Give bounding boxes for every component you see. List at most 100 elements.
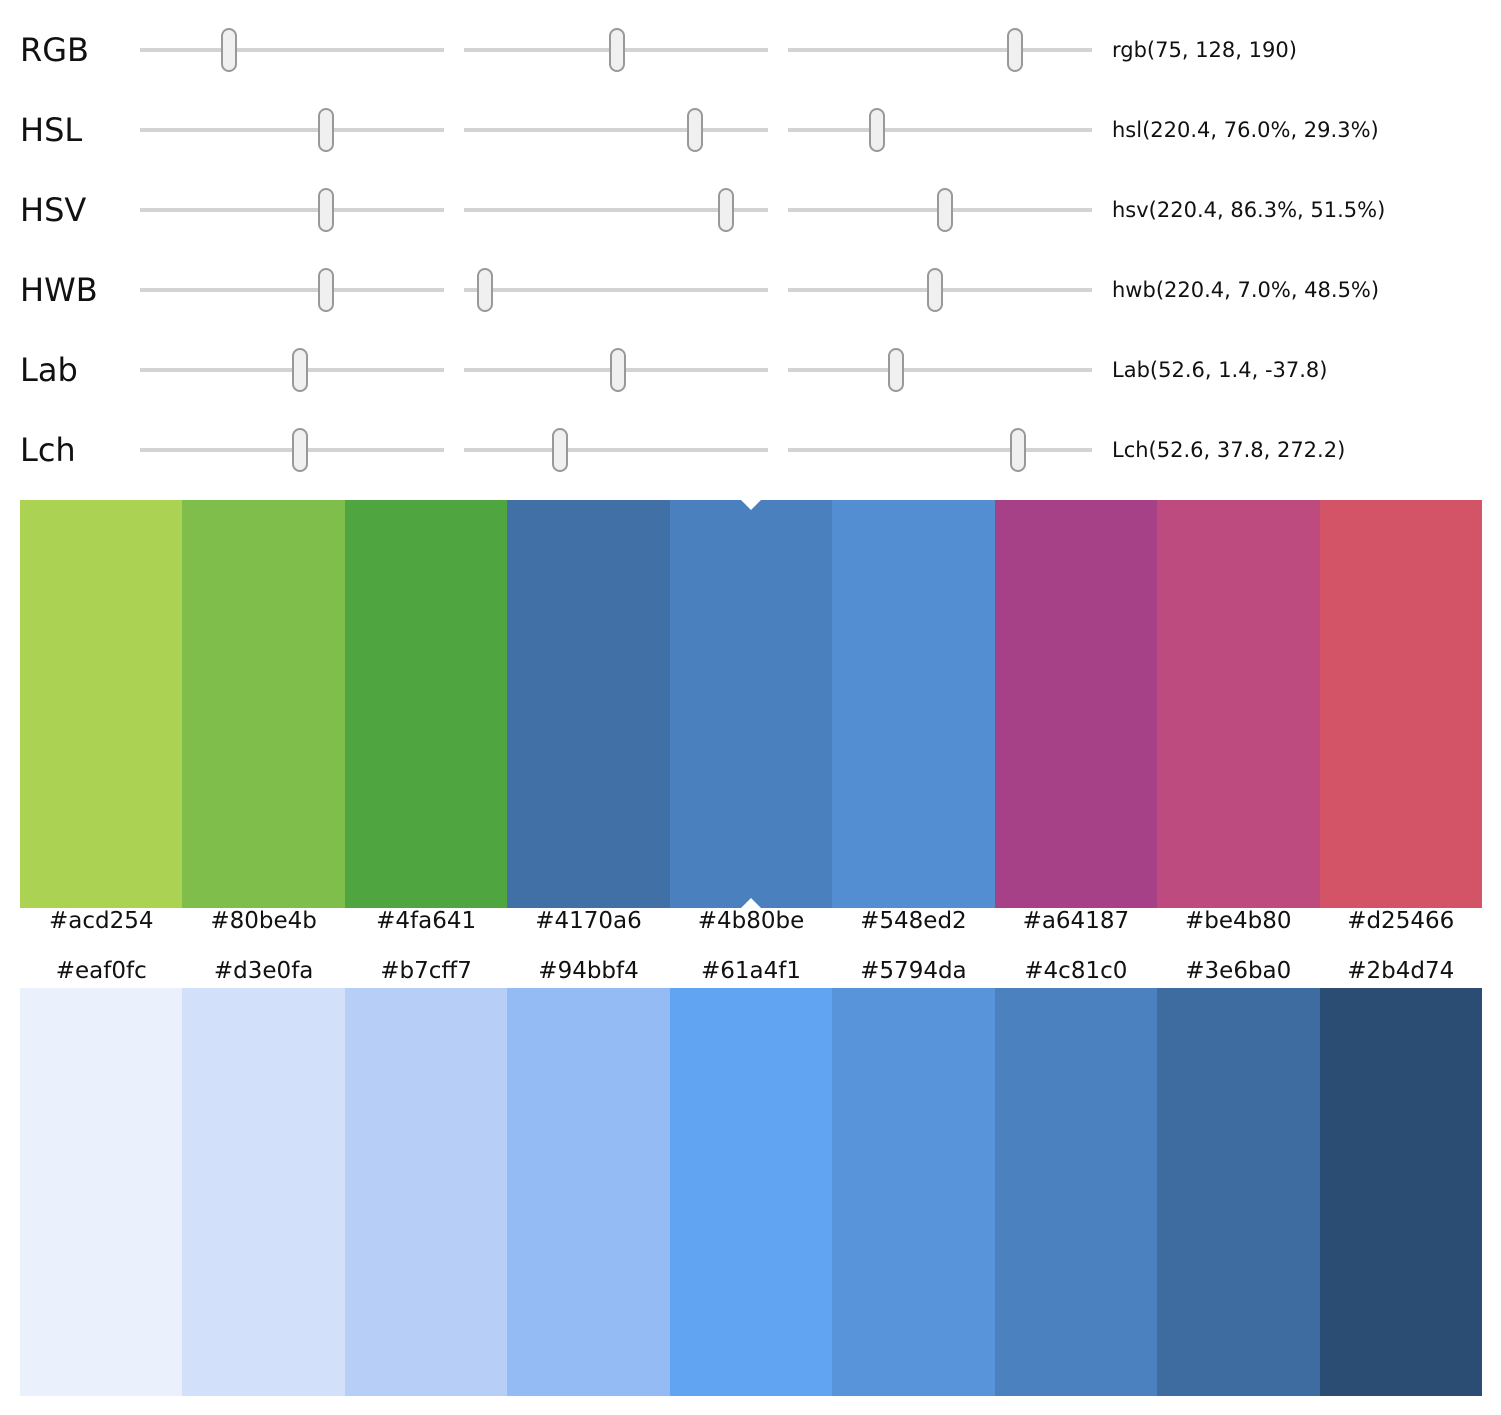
shades-hex-label: #b7cff7 [380,958,472,984]
shades-swatch[interactable] [507,988,670,1396]
harmony-swatch[interactable] [669,500,833,908]
model-value: hsl(220.4, 76.0%, 29.3%) [1112,118,1379,142]
shades-swatch[interactable] [1319,988,1482,1396]
slider-thumb[interactable] [291,428,308,472]
harmony-labels: #acd254 #80be4b #4fa641 #4170a6 #4b80be #548e… [20,908,1482,934]
shades-hex-label: #5794da [860,958,967,984]
slider-thumb[interactable] [318,268,335,312]
slider-thumb[interactable] [551,428,568,472]
shades-hex-label: #61a4f1 [700,958,801,984]
slider-hsl-2[interactable] [788,108,1092,152]
slider-thumb[interactable] [869,108,886,152]
harmony-swatch[interactable] [1319,500,1482,908]
slider-thumb[interactable] [221,28,238,72]
harmony-hex-label: #d25466 [1347,908,1455,934]
model-label: Lch [20,431,76,469]
model-label: RGB [20,31,89,69]
slider-track [788,48,1092,52]
shade-swatches [20,988,1482,1396]
slider-rgb-0[interactable] [140,28,444,72]
harmony-hex-label: #548ed2 [860,908,967,934]
slider-hsv-1[interactable] [464,188,768,232]
slider-track [464,128,768,132]
shades-hex-label: #4c81c0 [1024,958,1128,984]
harmony-swatches [20,500,1482,908]
model-label: Lab [20,351,78,389]
slider-lch-0[interactable] [140,428,444,472]
selected-marker-top [741,500,761,510]
shades-swatch[interactable] [182,988,345,1396]
shades-swatch[interactable] [994,988,1158,1396]
row-hsv: HSV hsv(220.4, 86.3%, 51.5%) [0,170,1501,250]
harmony-hex-label: #4170a6 [535,908,642,934]
slider-hsv-0[interactable] [140,188,444,232]
harmony-swatch[interactable] [344,500,508,908]
slider-thumb[interactable] [936,188,953,232]
model-value: Lch(52.6, 37.8, 272.2) [1112,438,1346,462]
model-value: hwb(220.4, 7.0%, 48.5%) [1112,278,1380,302]
harmony-swatch[interactable] [1157,500,1320,908]
harmony-hex-label: #acd254 [48,908,154,934]
slider-lch-2[interactable] [788,428,1092,472]
slider-track [464,208,768,212]
slider-thumb[interactable] [1006,28,1023,72]
model-value: rgb(75, 128, 190) [1112,38,1297,62]
slider-lab-2[interactable] [788,348,1092,392]
slider-thumb[interactable] [687,108,703,152]
slider-track [464,448,768,452]
slider-thumb[interactable] [291,348,308,392]
slider-hwb-1[interactable] [464,268,768,312]
harmony-hex-label: #4b80be [697,908,805,934]
row-lch: Lch Lch(52.6, 37.8, 272.2) [0,410,1501,490]
row-rgb: RGB rgb(75, 128, 190) [0,10,1501,90]
shades-swatch[interactable] [832,988,995,1396]
slider-track [788,368,1092,372]
slider-thumb[interactable] [318,108,335,152]
harmony-swatch[interactable] [507,500,670,908]
shades-hex-label: #2b4d74 [1347,958,1455,984]
row-hwb: HWB hwb(220.4, 7.0%, 48.5%) [0,250,1501,330]
harmony-swatch[interactable] [182,500,345,908]
selected-marker-bottom [741,898,761,908]
harmony-swatch[interactable] [832,500,995,908]
slider-thumb[interactable] [927,268,944,312]
slider-lab-0[interactable] [140,348,444,392]
shades-hex-label: #3e6ba0 [1185,958,1292,984]
slider-track [464,288,768,292]
slider-rgb-2[interactable] [788,28,1092,72]
slider-lch-1[interactable] [464,428,768,472]
slider-lab-1[interactable] [464,348,768,392]
harmony-hex-label: #be4b80 [1185,908,1292,934]
harmony-hex-label: #4fa641 [376,908,477,934]
slider-track [140,128,444,132]
shades-swatch[interactable] [20,988,183,1396]
slider-hsl-0[interactable] [140,108,444,152]
slider-thumb[interactable] [1009,428,1026,472]
model-label: HWB [20,271,98,309]
slider-rgb-1[interactable] [464,28,768,72]
shades-swatch[interactable] [669,988,833,1396]
harmony-swatch[interactable] [20,500,183,908]
slider-thumb[interactable] [610,348,627,392]
slider-thumb[interactable] [718,188,735,232]
harmony-hex-label: #a64187 [1022,908,1130,934]
slider-hwb-2[interactable] [788,268,1092,312]
slider-thumb[interactable] [608,28,625,72]
shades-hex-label: #94bbf4 [538,958,639,984]
slider-thumb[interactable] [477,268,494,312]
shades-swatch[interactable] [344,988,508,1396]
harmony-swatch[interactable] [994,500,1158,908]
slider-track [788,128,1092,132]
slider-thumb[interactable] [887,348,904,392]
harmony-hex-label: #80be4b [210,908,317,934]
slider-hwb-0[interactable] [140,268,444,312]
shades-hex-label: #d3e0fa [213,958,314,984]
slider-track [140,48,444,52]
shades-hex-label: #eaf0fc [55,958,147,984]
slider-hsl-1[interactable] [464,108,768,152]
model-value: Lab(52.6, 1.4, -37.8) [1112,358,1328,382]
shades-swatch[interactable] [1157,988,1320,1396]
slider-hsv-2[interactable] [788,188,1092,232]
shade-labels: #eaf0fc #d3e0fa #b7cff7 #94bbf4 #61a4f1 #5794… [20,958,1482,984]
slider-thumb[interactable] [318,188,335,232]
